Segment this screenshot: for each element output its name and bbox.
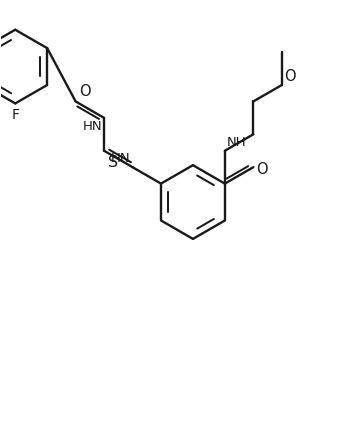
Text: O: O [79, 84, 91, 99]
Text: HN: HN [82, 120, 102, 133]
Text: F: F [11, 108, 19, 123]
Text: S: S [108, 155, 118, 170]
Text: NH: NH [227, 136, 246, 149]
Text: HN: HN [111, 152, 131, 165]
Text: O: O [284, 69, 295, 84]
Text: O: O [256, 162, 268, 177]
